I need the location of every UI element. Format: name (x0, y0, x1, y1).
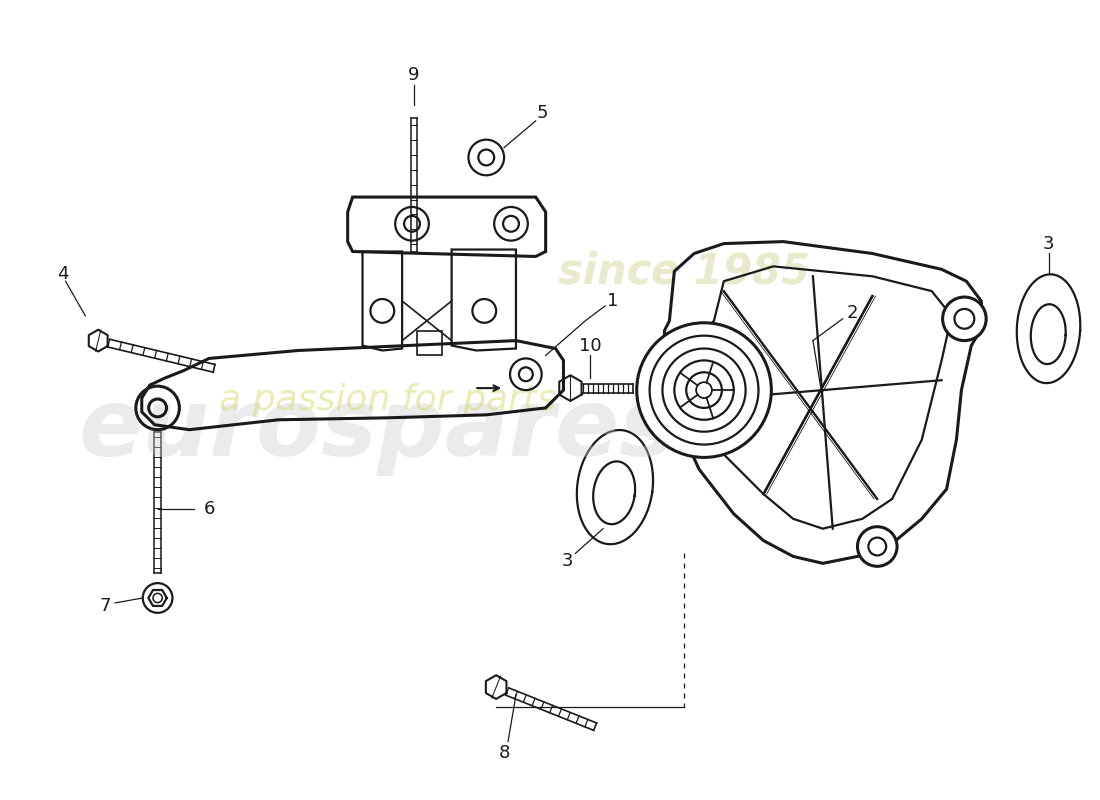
Circle shape (637, 322, 771, 458)
Circle shape (943, 297, 987, 341)
Text: 4: 4 (57, 266, 68, 283)
Circle shape (143, 583, 173, 613)
Text: since 1985: since 1985 (558, 250, 811, 292)
Circle shape (472, 299, 496, 322)
Text: 3: 3 (1043, 234, 1054, 253)
Text: 1: 1 (607, 292, 618, 310)
Text: 8: 8 (498, 744, 509, 762)
Text: 5: 5 (537, 104, 549, 122)
Text: a passion for parts: a passion for parts (219, 383, 556, 417)
Circle shape (371, 299, 394, 322)
Text: 3: 3 (562, 552, 573, 570)
Text: 9: 9 (408, 66, 420, 84)
Bar (417, 330, 442, 355)
Circle shape (858, 526, 898, 566)
Text: 7: 7 (99, 597, 111, 615)
Text: 6: 6 (204, 500, 214, 518)
Text: 2: 2 (847, 304, 858, 322)
Text: 10: 10 (579, 337, 602, 354)
Text: eurospares: eurospares (78, 384, 677, 476)
